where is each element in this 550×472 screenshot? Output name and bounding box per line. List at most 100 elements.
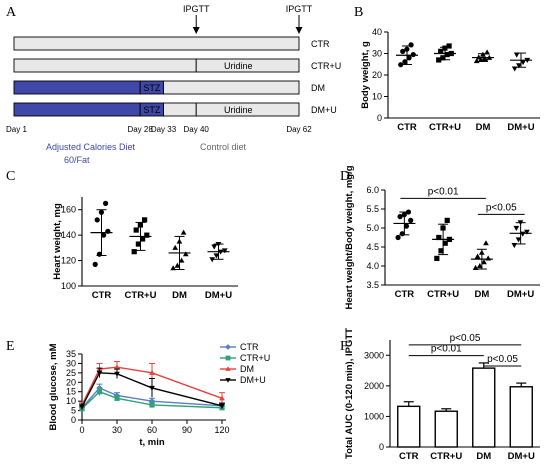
data-point (182, 251, 189, 257)
data-point (442, 240, 448, 246)
group-dm (168, 229, 191, 271)
data-point (405, 209, 412, 215)
y-tick-label: 2000 (364, 381, 384, 391)
data-point (524, 229, 530, 235)
data-point (137, 222, 143, 228)
y-tick-label: 35 (66, 349, 76, 359)
data-point (144, 232, 150, 238)
data-point (511, 66, 518, 72)
ipgtt-label: IPGTT (183, 4, 210, 14)
data-point (400, 48, 406, 54)
y-axis-label: Blood glucose, mM (48, 343, 59, 430)
bar (434, 410, 458, 448)
x-tick-label-ctr-u: CTR+U (429, 122, 461, 133)
panel-letter-b: B (354, 5, 363, 20)
data-point (410, 51, 416, 58)
data-point (482, 55, 488, 61)
x-tick-label-ctr: CTR (395, 289, 415, 300)
ipgtt-arrowhead (192, 27, 200, 34)
data-point (401, 212, 407, 218)
legend-label: DM+U (240, 375, 266, 385)
group-ctr-u (432, 217, 455, 261)
y-axis-label: Heart weight/Body weight, mg/g (344, 165, 355, 309)
legend-item-dm-u: DM+U (220, 375, 266, 385)
data-point (96, 370, 103, 376)
data-point (476, 263, 483, 269)
x-tick-label: 120 (214, 425, 229, 435)
data-point (211, 244, 218, 250)
data-point (408, 217, 414, 223)
protocol-segment (163, 80, 300, 95)
row-label-ctr-u: CTR+U (311, 61, 341, 71)
legend-item-ctr-u: CTR+U (220, 353, 270, 363)
data-point (436, 57, 442, 63)
y-axis-label: Total AUC (0-120 min), IPGTT (344, 328, 355, 459)
legend-marker (225, 366, 231, 371)
data-point (219, 395, 225, 401)
x-tick-label: 60 (147, 425, 157, 435)
data-point (221, 248, 228, 254)
diet-high-label: Adjusted Calories Diet (46, 142, 136, 152)
bar (397, 405, 421, 448)
data-point (170, 265, 177, 271)
legend-label: CTR (240, 342, 259, 352)
data-point (209, 257, 216, 263)
data-point (438, 248, 444, 254)
y-tick-label: 20 (372, 70, 382, 80)
bar (509, 386, 533, 448)
data-point (114, 395, 120, 401)
series-dm-u (79, 367, 225, 410)
data-point (397, 214, 403, 220)
protocol-row-dm: STZ DM (13, 80, 325, 95)
ipgtt-markers: IPGTT IPGTT (183, 4, 313, 34)
protocol-row-ctr-u: Uridine CTR+U (13, 58, 341, 73)
data-point (133, 227, 139, 233)
legend-item-ctr: CTR (220, 342, 259, 352)
group-dm (470, 240, 493, 270)
chart-total-auc: 0 1000 2000 3000 Total AUC (0-120 min), IPGT… (344, 328, 540, 462)
data-point (399, 231, 405, 237)
data-point (481, 259, 487, 265)
data-point (402, 59, 408, 65)
y-tick-label: 5 (71, 406, 76, 416)
group-dm (472, 49, 494, 64)
data-point (96, 251, 102, 257)
bar-group-dm-u (509, 382, 533, 448)
data-point (515, 237, 522, 243)
y-tick-label: 5.0 (366, 223, 379, 233)
data-point (446, 236, 453, 242)
x-tick-label-ctr-u: CTR+U (427, 289, 459, 300)
data-point (448, 50, 454, 57)
data-point (92, 261, 98, 267)
data-point (404, 46, 410, 52)
data-point (178, 257, 185, 263)
protocol-segment (195, 102, 300, 117)
data-point (475, 54, 482, 60)
day-label-28: Day 28 (127, 125, 153, 134)
y-tick-label: 15 (66, 387, 76, 397)
data-point (149, 402, 155, 408)
data-point (406, 55, 412, 61)
data-point (395, 234, 401, 241)
legend-label: CTR+U (240, 353, 270, 363)
segment-label-uridine: Uridine (224, 105, 253, 115)
data-point (484, 49, 490, 55)
panel-a: A IPGTT IPGTT CTR Uridine CTR+U STZ DM STZ Urid… (6, 4, 341, 165)
x-tick-label-dm: DM (476, 122, 491, 133)
x-tick-label: 0 (79, 425, 84, 435)
x-tick-label-ctr: CTR (399, 451, 419, 462)
x-tick-label-dm: DM (474, 289, 489, 300)
row-label-ctr: CTR (311, 39, 330, 49)
group-dm-u (509, 220, 532, 249)
significance-label: p<0.01 (428, 186, 459, 197)
day-label-1: Day 1 (6, 125, 27, 134)
group-ctr (396, 42, 418, 68)
data-point (519, 231, 526, 237)
legend-marker (225, 378, 231, 383)
legend-marker (225, 344, 231, 350)
segment-label-stz: STZ (143, 105, 161, 115)
x-tick-label-dm-u: DM+U (507, 289, 534, 300)
segment-label-stz: STZ (143, 83, 161, 93)
